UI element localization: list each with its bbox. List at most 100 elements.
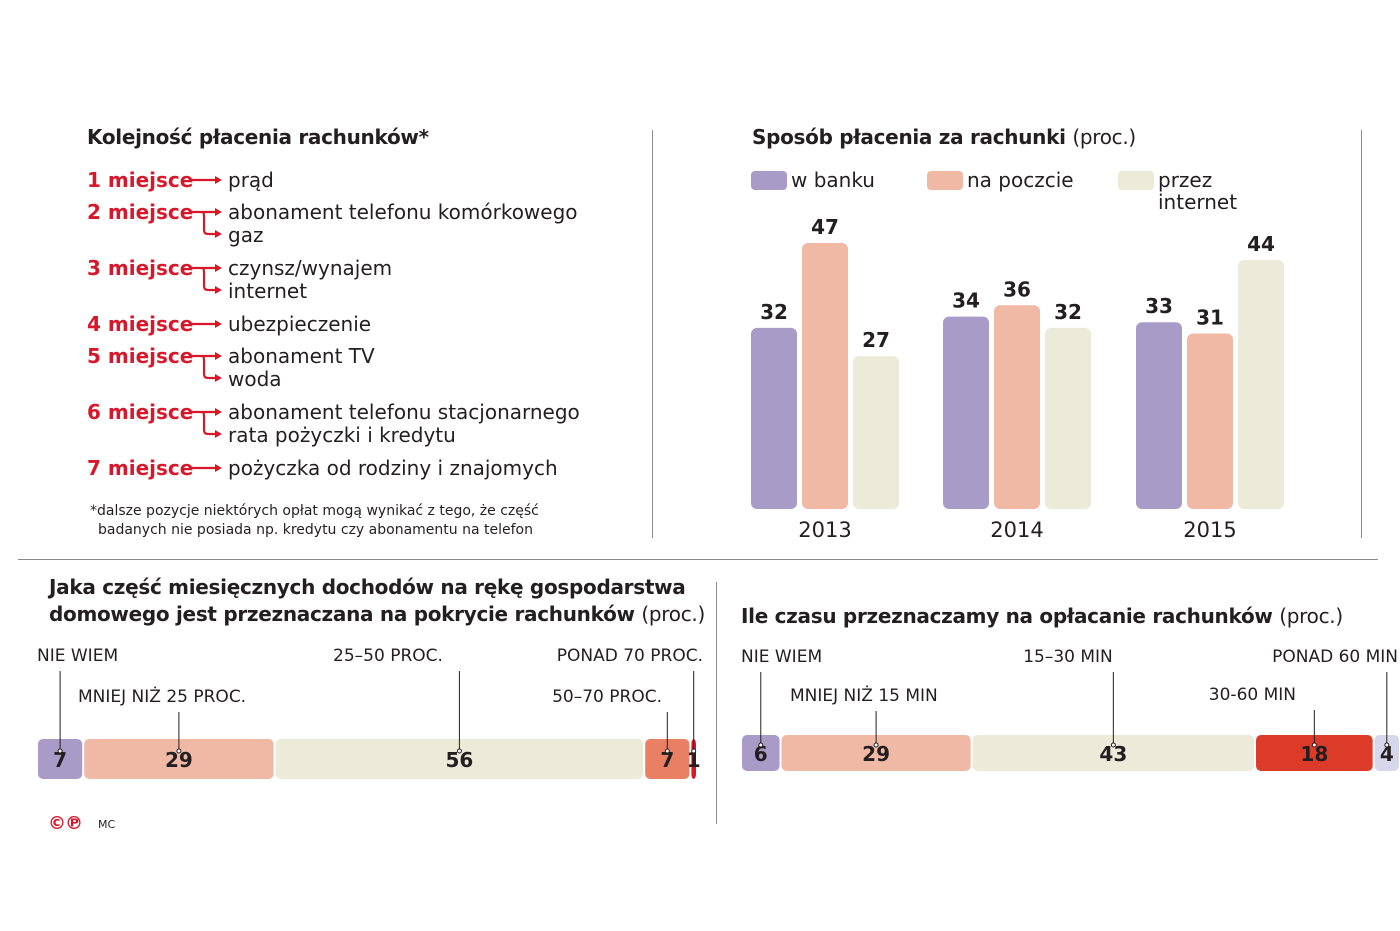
stack-time-segment-2	[781, 735, 971, 771]
x-tick-label-2015: 2015	[1183, 518, 1236, 542]
bar-value-2015-w-banku: 33	[1145, 294, 1173, 318]
bar-2013-na-poczcie	[802, 243, 848, 509]
stack-time-segment-3	[972, 735, 1255, 771]
divider-top-right	[1361, 130, 1362, 538]
rank-label-3: 3 miejsce	[87, 256, 194, 280]
rank-6-item-1: abonament telefonu stacjonarnego	[228, 400, 580, 424]
stack-time-leader-dot-4	[1311, 742, 1317, 748]
ranking-title: Kolejność płacenia rachunków*	[87, 125, 429, 149]
rank-arrow-5	[190, 352, 222, 382]
stack-income-leader-dot-3	[456, 748, 462, 754]
rank-arrow-2	[190, 208, 222, 238]
stack-time-leader-dot-1	[758, 742, 764, 748]
divider-bottom-middle	[716, 582, 717, 824]
bar-2015-na-poczcie	[1187, 333, 1233, 509]
bar-value-2015-przez-internet: 44	[1247, 232, 1275, 256]
x-tick-label-2013: 2013	[798, 518, 851, 542]
bar-2015-przez-internet	[1238, 259, 1284, 509]
rank-3-item-1: czynsz/wynajem	[228, 256, 393, 280]
rank-arrow-3	[190, 264, 222, 294]
payment-method-title: Sposób płacenia za rachunki (proc.)	[752, 125, 1136, 149]
time-spent-unit: (proc.)	[1279, 604, 1343, 628]
stack-income-leader-dot-4	[664, 748, 670, 754]
income-share-unit: (proc.)	[641, 602, 705, 626]
stack-income-leader-dot-5	[691, 748, 697, 754]
bar-value-2013-na-poczcie: 47	[811, 215, 839, 239]
divider-top-middle	[652, 130, 653, 538]
rank-2-item-1: abonament telefonu komórkowego	[228, 200, 578, 224]
legend-swatch-internet	[1118, 171, 1154, 190]
legend-label-bank: w banku	[791, 168, 875, 192]
stack-income-leader-dot-1	[57, 748, 63, 754]
bar-value-2014-na-poczcie: 36	[1003, 277, 1031, 301]
rank-arrow-4	[190, 320, 222, 328]
stack-time-leader-dot-5	[1384, 742, 1390, 748]
rank-label-1: 1 miejsce	[87, 168, 194, 192]
rank-arrow-6	[190, 408, 222, 438]
bar-value-2013-w-banku: 32	[760, 300, 788, 324]
stack-income-leader-dot-2	[176, 748, 182, 754]
bar-2014-na-poczcie	[994, 305, 1040, 509]
rank-arrow-7	[190, 464, 222, 472]
bar-2014-w-banku	[943, 316, 989, 509]
stack-income-segment-value-5: 1	[687, 748, 701, 772]
stack-time-category-label-3: 15–30 MIN	[1023, 647, 1113, 667]
legend-swatch-post	[927, 171, 963, 190]
stack-time-category-label-5: PONAD 60 MIN	[1272, 647, 1398, 667]
stack-time-segment-4	[1256, 735, 1373, 771]
legend-label-internet: przez	[1158, 168, 1213, 192]
ranking-footnote-line1: *dalsze pozycje niektórych opłat mogą wy…	[90, 503, 539, 519]
rank-label-4: 4 miejsce	[87, 312, 194, 336]
stack-time-category-label-4: 30-60 MIN	[1209, 685, 1296, 705]
stack-time-segment-1	[742, 735, 780, 771]
bar-2015-w-banku	[1136, 322, 1182, 509]
income-share-title-line2-wrap: domowego jest przeznaczana na pokrycie r…	[49, 602, 705, 626]
stack-income-segment-value-4: 7	[660, 748, 674, 772]
ranking-footnote-line2: badanych nie posiada np. kredytu czy abo…	[98, 522, 533, 538]
legend-label-internet-line2: internet	[1158, 190, 1238, 214]
rank-label-6: 6 miejsce	[87, 400, 194, 424]
income-share-title-line1: Jaka część miesięcznych dochodów na rękę…	[49, 575, 686, 599]
rank-label-7: 7 miejsce	[87, 456, 194, 480]
rank-arrow-1	[190, 176, 222, 184]
rank-5-item-2: woda	[228, 367, 282, 391]
payment-method-title-text: Sposób płacenia za rachunki	[752, 125, 1066, 149]
stack-income-segment-1	[38, 739, 83, 779]
bar-2014-przez-internet	[1045, 327, 1091, 509]
stack-time-leader-dot-2	[873, 742, 879, 748]
rank-6-item-2: rata pożyczki i kredytu	[228, 423, 456, 447]
stack-time-category-label-1: NIE WIEM	[741, 647, 822, 667]
stack-time-category-label-2: MNIEJ NIŻ 15 MIN	[790, 685, 938, 706]
bar-value-2014-w-banku: 34	[952, 289, 980, 313]
legend-swatch-bank	[751, 171, 787, 190]
payment-method-unit: (proc.)	[1072, 125, 1136, 149]
payment-method-chart: 32 47 27 2013 34 36 32 2014 33 31 44 2015	[751, 215, 1284, 542]
stack-income-segment-3	[275, 739, 644, 779]
bar-2013-w-banku	[751, 327, 797, 509]
divider-horizontal	[18, 559, 1378, 560]
author-initials: MC	[98, 818, 116, 831]
stack-income-category-label-5: PONAD 70 PROC.	[557, 646, 703, 666]
rank-4-item-1: ubezpieczenie	[228, 312, 372, 336]
rank-label-5: 5 miejsce	[87, 344, 194, 368]
stack-time-segment-value-1: 6	[754, 742, 768, 766]
stack-income-category-label-3: 25–50 PROC.	[333, 646, 443, 666]
stack-income-segment-value-1: 7	[53, 748, 67, 772]
bar-value-2014-przez-internet: 32	[1054, 300, 1082, 324]
stack-income-category-label-2: MNIEJ NIŻ 25 PROC.	[78, 686, 246, 707]
bar-value-2013-przez-internet: 27	[862, 328, 890, 352]
rank-7-item-1: pożyczka od rodziny i znajomych	[228, 456, 558, 480]
bar-2013-przez-internet	[853, 356, 899, 509]
rank-label-2: 2 miejsce	[87, 200, 194, 224]
stack-income-category-label-1: NIE WIEM	[37, 646, 118, 666]
stack-income-category-label-4: 50–70 PROC.	[552, 687, 662, 707]
time-spent-title-wrap: Ile czasu przeznaczamy na opłacanie rach…	[741, 604, 1343, 628]
rank-1-item-1: prąd	[228, 168, 274, 192]
rank-5-item-1: abonament TV	[228, 344, 375, 368]
stack-income-segment-2	[84, 739, 274, 779]
time-spent-title: Ile czasu przeznaczamy na opłacanie rach…	[741, 604, 1273, 628]
stack-time-segment-5	[1374, 735, 1399, 771]
rank-3-item-2: internet	[228, 279, 308, 303]
